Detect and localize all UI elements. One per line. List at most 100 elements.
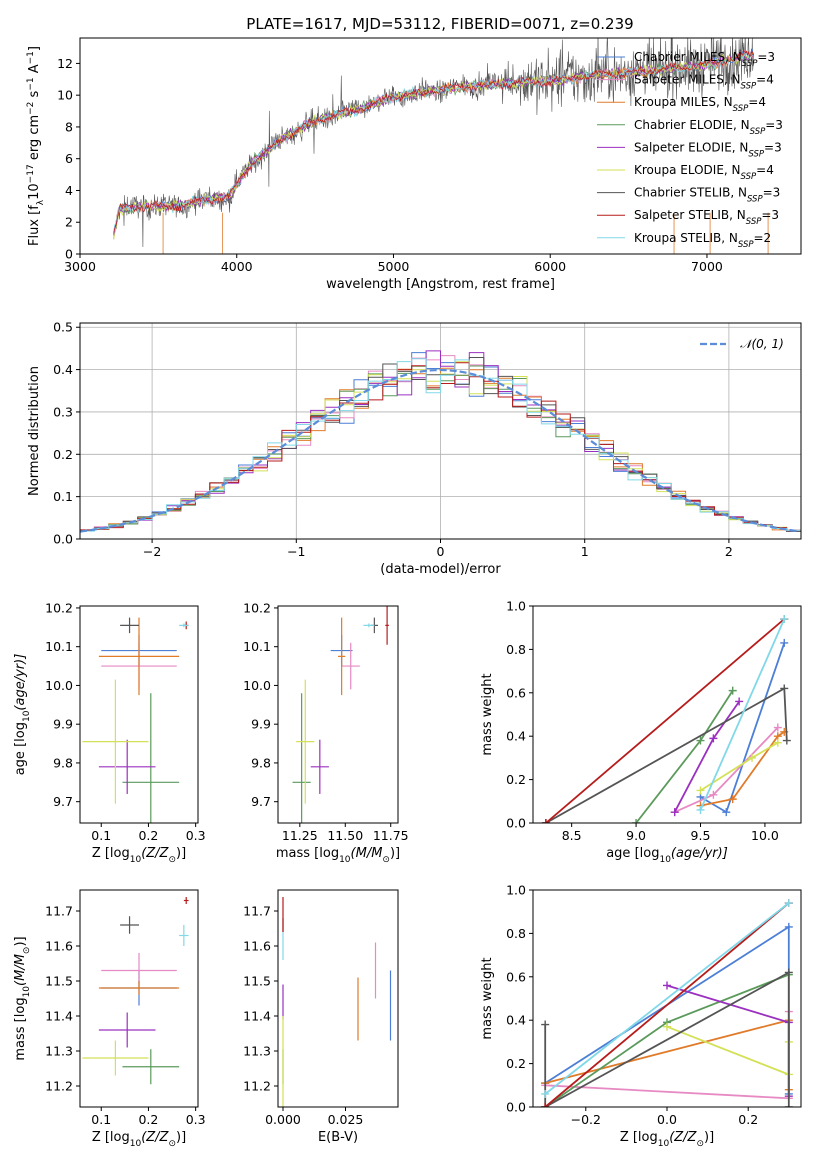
weight-marker	[663, 1022, 671, 1031]
y-axis-label-part: (age/yr)]	[13, 654, 28, 711]
legend-label: Chabrier MILES, N	[634, 50, 742, 64]
weight-line-4	[666, 984, 790, 1097]
y-tick-label: 10.2	[45, 600, 73, 615]
legend-sub: SSP	[741, 172, 757, 182]
legend-nssp: =3	[765, 118, 783, 132]
x-axis-label-part: ⊙	[696, 1139, 704, 1149]
weight-marker	[722, 808, 731, 817]
normal-curve	[80, 368, 799, 533]
y-tick-label: 8	[65, 119, 73, 134]
y-axis-label-part: −2	[26, 102, 36, 115]
x-axis-label-part: 10	[658, 1139, 670, 1149]
y-tick-label: 0.0	[506, 816, 526, 831]
legend-entry: Salpeter ELODIE, NSSP=3	[634, 140, 782, 159]
x-tick-label: 11.50	[327, 828, 363, 843]
weight-marker	[782, 736, 791, 745]
y-tick-label: 10.0	[243, 678, 271, 693]
y-tick-label: 11.6	[45, 939, 73, 954]
weight-marker	[709, 734, 718, 743]
y-axis-label-part: ]	[27, 46, 42, 51]
x-axis-label: (data-model)/error	[380, 562, 501, 577]
y-tick-label: 0.8	[506, 926, 526, 941]
weight-marker	[780, 684, 789, 693]
weight-marker	[780, 615, 789, 624]
weight-line-1	[674, 726, 779, 813]
weight-line-7	[544, 902, 790, 1107]
x-axis-label-part: ⊙	[168, 1139, 176, 1149]
y-tick-label: 0.8	[506, 642, 526, 657]
y-axis-label: mass [log10(M/M⊙)]	[13, 936, 32, 1060]
x-axis-label-part: (Z/Z	[141, 846, 169, 861]
y-axis-label-part: 10	[27, 183, 42, 200]
y-tick-label: 10.0	[45, 678, 73, 693]
y-axis-label-part: erg cm	[27, 115, 42, 164]
weight-line-3	[635, 690, 734, 823]
legend-entry: 𝒩(0, 1)	[740, 337, 784, 351]
y-tick-label: 11.5	[243, 974, 271, 989]
x-axis-label: age [log10(age/yr)]	[606, 846, 728, 865]
legend-entry: Chabrier MILES, NSSP=3	[634, 50, 775, 69]
legend-sub: SSP	[733, 104, 749, 114]
weight-marker	[728, 686, 737, 695]
weight-marker	[784, 1103, 793, 1107]
x-tick-label: 0.0	[657, 1112, 677, 1127]
panel-spectrum: 3000 4000 5000 6000 7000 0 2 4 6 8 10 12 wavelength …	[26, 37, 802, 292]
y-axis-label: Flux [fλ10−17 erg cm−2 s−1 A−1]	[26, 46, 46, 246]
legend-entry: Kroupa ELODIE, NSSP=4	[634, 163, 774, 182]
y-tick-label: 0.6	[506, 969, 526, 984]
x-tick-label: 10.0	[751, 828, 779, 843]
y-tick-label: 11.7	[243, 904, 271, 919]
y-axis-label-part: ⊙	[22, 947, 32, 955]
y-tick-label: 0.3	[53, 404, 73, 419]
y-axis-label-part: λ	[36, 199, 46, 205]
panel-weight-vs-age: 8.5 9.0 9.5 10.0 0.0 0.2 0.4 0.6 0.8 1.0 age [log1…	[480, 599, 802, 865]
legend-label: Salpeter MILES, N	[634, 73, 741, 87]
x-tick-label: 0.1	[91, 1112, 111, 1127]
x-tick-label: 1	[581, 544, 589, 559]
x-tick-label: 11.75	[373, 828, 409, 843]
legend-nssp: =4	[756, 73, 774, 87]
x-axis-label: Z [log10(Z/Z⊙)]	[620, 1130, 714, 1149]
y-axis-label-part: (M/M	[13, 954, 28, 986]
panel-mass-vs-EBV: 0.000 0.025 11.2 11.3 11.4 11.5 11.6 11.7 E(B-V)	[243, 889, 399, 1145]
legend-nssp: =3	[764, 140, 782, 154]
panel-age-vs-Z: 0.1 0.2 0.39.79.89.910.010.110.2Z [log10(Z…	[13, 600, 206, 865]
legend-entry: Salpeter MILES, NSSP=4	[634, 73, 774, 92]
y-tick-label: 2	[65, 215, 73, 230]
x-tick-label: 0.2	[138, 1112, 158, 1127]
x-axis-label-part: Z [log	[92, 1130, 130, 1145]
axes-frame	[532, 889, 802, 1108]
y-tick-label: 0	[65, 247, 73, 262]
plot-area	[80, 350, 801, 533]
x-tick-label: 0.1	[91, 828, 111, 843]
x-axis-label-part: ⊙	[168, 855, 176, 865]
x-axis-label-part: )]	[176, 1130, 186, 1145]
weight-marker	[773, 723, 782, 732]
y-axis-label-part: mass [log	[13, 997, 28, 1060]
x-tick-label: 2	[725, 544, 733, 559]
legend-nssp: =4	[748, 95, 766, 109]
legend-label: Kroupa MILES, N	[634, 95, 733, 109]
x-axis-label-part: 10	[130, 1139, 142, 1149]
y-tick-label: 0.4	[53, 362, 73, 377]
legend-label: Salpeter STELIB, N	[634, 208, 746, 222]
y-tick-label: 11.2	[45, 1079, 73, 1094]
plot-area	[541, 899, 793, 1107]
weight-marker	[784, 968, 793, 977]
x-axis-label-part: mass [log	[276, 846, 339, 861]
histogram-8	[80, 358, 801, 532]
legend-sub: SSP	[747, 195, 763, 205]
y-tick-label: 1.0	[506, 599, 526, 614]
legend-entry: Chabrier STELIB, NSSP=3	[634, 186, 780, 205]
weight-marker	[541, 1020, 550, 1029]
y-tick-label: 6	[65, 151, 73, 166]
weight-marker	[541, 819, 550, 823]
plot-area	[541, 615, 791, 823]
weight-line-2	[700, 731, 785, 807]
axes-frame	[79, 605, 199, 824]
x-tick-label: 0.2	[738, 1112, 758, 1127]
y-tick-label: 0.2	[53, 447, 73, 462]
x-axis-label-part: 10	[339, 855, 351, 865]
x-tick-label: −0.2	[571, 1112, 601, 1127]
y-axis-label-part: Flux [f	[27, 205, 42, 246]
